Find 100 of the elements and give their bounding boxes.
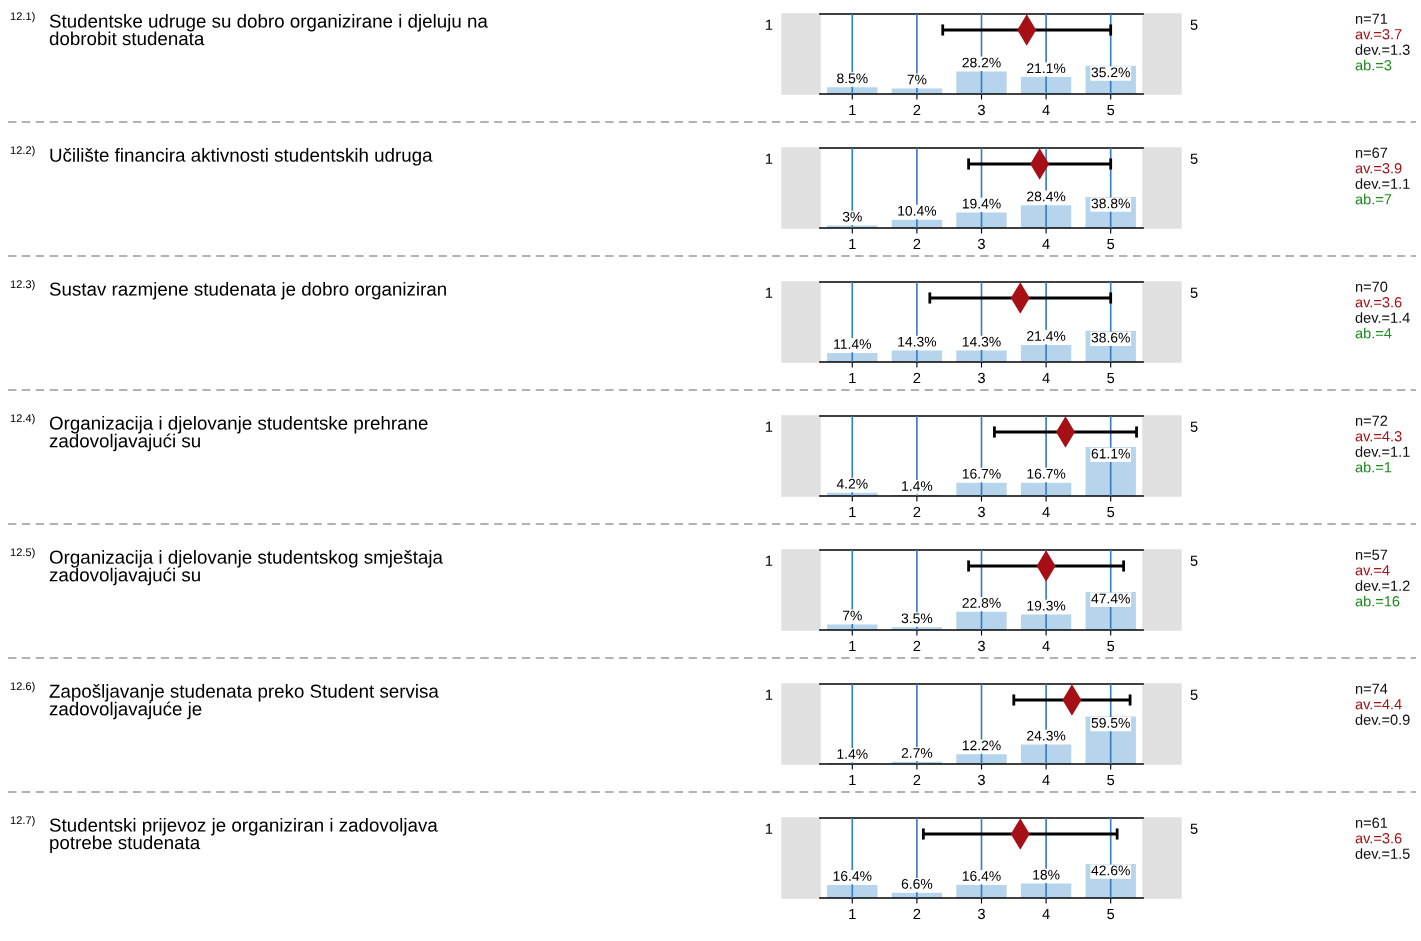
text: 5 [1190,823,1198,834]
data-label: 2.7% [901,748,933,758]
x-tick-label: 5 [1107,372,1115,384]
text: 12.6) [10,682,35,693]
data-label: 7% [907,74,927,85]
data-label: 16.7% [962,468,1001,479]
data-label: 38.8% [1091,198,1130,209]
text: n=57 [1355,549,1388,560]
text: 5 [1190,19,1198,30]
y-axis-title: Zapošljavanje studenata preko Student servisa zadovoljavajuće je [49,684,439,720]
x-tick-label: 5 [1107,774,1115,786]
x-tick-label: 4 [1042,908,1050,919]
text: av.=3.6 [1355,833,1402,844]
text: n=70 [1355,281,1388,292]
data-label: 21.4% [1027,331,1066,341]
data-label: 38.6% [1091,332,1130,343]
x-tick-label: 1 [849,506,856,517]
x-tick-label: 3 [978,506,985,518]
data-label: 10.4% [898,205,937,216]
data-label: 16.4% [833,871,872,881]
text: 1 [766,287,773,298]
data-label: 6.6% [901,878,933,889]
text: 5 [1190,287,1198,298]
x-tick-label: 2 [913,774,921,785]
y-axis-title: Sustav razmjene studenata je dobro organiziran [49,282,446,300]
data-label: 7% [842,610,862,621]
x-tick-label: 4 [1042,774,1050,785]
data-label: 61.1% [1091,448,1130,459]
x-tick-label: 1 [849,640,856,651]
text: 5 [1190,689,1198,700]
text: dev.=0.9 [1355,714,1410,725]
y-axis-title: Učilište financira aktivnosti studentskih udruga [50,148,433,166]
x-tick-label: 4 [1042,640,1050,651]
x-tick-label: 4 [1042,104,1050,115]
x-tick-label: 3 [978,104,985,116]
text: 12.4) [10,414,35,425]
text: ab.=7 [1355,193,1392,205]
text: av.=3.9 [1355,163,1402,174]
data-label: 21.1% [1027,63,1066,74]
y-axis-title: Studentske udruge su dobro organizirane i djeluju na dobrobit studenata [49,14,488,46]
text: ab.=3 [1355,59,1392,71]
text: 5 [1190,421,1198,432]
data-label: 24.3% [1027,730,1066,741]
x-tick-label: 1 [849,104,856,115]
text: n=61 [1355,817,1388,828]
text: av.=4.3 [1355,431,1402,442]
text: dev.=1.2 [1355,580,1410,591]
data-label: 18% [1033,869,1060,880]
data-label: 8.5% [837,73,868,84]
x-tick-label: 1 [849,774,856,785]
y-axis-title: Organizacija i djelovanje studentskog smještaja zadovoljavajući su [49,550,443,586]
data-label: 1.4% [837,749,868,759]
data-label: 19.3% [1027,600,1066,611]
x-tick-label: 1 [849,372,856,383]
data-label: 12.2% [962,740,1001,751]
x-tick-label: 2 [913,372,921,383]
data-label: 14.3% [898,336,937,347]
data-label: 35.2% [1091,67,1130,78]
data-label: 47.4% [1091,593,1130,604]
data-label: 22.8% [962,597,1001,608]
data-label: 19.4% [962,198,1001,209]
x-tick-label: 5 [1107,640,1115,652]
text: ab.=1 [1355,461,1392,473]
x-tick-label: 5 [1107,104,1115,116]
text: av.=3.6 [1355,297,1402,308]
text: dev.=1.4 [1355,312,1410,323]
x-tick-label: 5 [1107,908,1115,920]
text: 1 [766,19,773,30]
x-tick-label: 2 [913,104,921,115]
text: ab.=16 [1355,595,1400,607]
text: 1 [766,689,773,700]
text: 5 [1190,153,1198,164]
text: 1 [766,555,773,566]
x-tick-label: 2 [913,908,921,919]
y-axis-title: Studentski prijevoz je organiziran i zadovoljava potrebe studenata [49,818,438,853]
x-tick-label: 5 [1107,506,1115,518]
data-label: 28.4% [1027,191,1066,202]
x-tick-label: 3 [978,372,985,384]
x-tick-label: 4 [1042,238,1050,249]
data-label: 3.5% [901,613,933,624]
x-tick-label: 2 [913,640,921,651]
x-tick-label: 3 [978,908,985,920]
x-tick-label: 2 [913,238,921,249]
text: dev.=1.3 [1355,44,1410,55]
text: 12.3) [10,280,35,291]
text: 12.7) [10,816,35,827]
data-label: 11.4% [834,339,871,349]
text: ab.=4 [1355,327,1392,339]
data-label: 42.6% [1091,865,1130,876]
text: n=71 [1355,13,1388,24]
text: n=67 [1355,147,1388,158]
text: av.=3.7 [1355,29,1402,40]
text: dev.=1.1 [1355,178,1410,189]
x-tick-label: 1 [849,238,856,249]
text: 5 [1190,555,1198,566]
text: n=72 [1355,415,1388,426]
x-tick-label: 4 [1042,506,1050,517]
x-tick-label: 5 [1107,238,1115,250]
data-label: 16.7% [1027,468,1066,479]
data-label: 16.4% [962,871,1001,881]
